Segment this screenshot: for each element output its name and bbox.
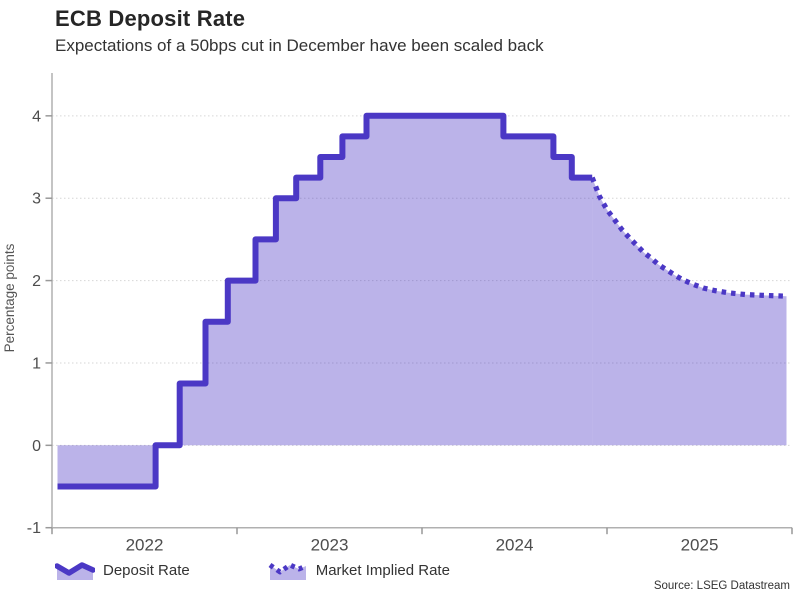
y-tick-label-2: 2: [32, 273, 41, 290]
market-implied-rate-line: [589, 176, 787, 299]
y-tick-label-3: 3: [32, 191, 41, 208]
source-note: Source: LSEG Datastream: [653, 580, 790, 592]
area-fill-deposit-rate: [57, 115, 593, 487]
market-implied-rate-dotted-icon: [268, 562, 307, 580]
y-tick-label--1: -1: [27, 520, 41, 537]
y-tick-label-4: 4: [32, 108, 41, 125]
page-title: ECB Deposit Rate: [55, 6, 246, 31]
x-tick-label-2022: 2022: [126, 536, 164, 555]
x-tick-label-2024: 2024: [496, 536, 534, 555]
area-fill-market-implied: [592, 177, 787, 446]
x-tick-label-2025: 2025: [681, 536, 719, 555]
y-tick-label-0: 0: [32, 438, 41, 455]
x-tick-label-2023: 2023: [311, 536, 349, 555]
legend-item-market-implied-rate: Market Implied Rate: [268, 559, 450, 582]
page-subtitle: Expectations of a 50bps cut in December …: [55, 36, 544, 55]
legend: Deposit Rate Market Implied Rate: [55, 557, 450, 583]
y-tick-label-1: 1: [32, 355, 41, 372]
legend-label-deposit-rate: Deposit Rate: [103, 561, 190, 579]
y-axis-title: Percentage points: [2, 243, 17, 352]
deposit-rate-line: [57, 112, 593, 490]
legend-item-deposit-rate: Deposit Rate: [55, 559, 190, 582]
deposit-rate-area-icon: [55, 561, 95, 580]
legend-label-market-implied-rate: Market Implied Rate: [315, 561, 450, 579]
